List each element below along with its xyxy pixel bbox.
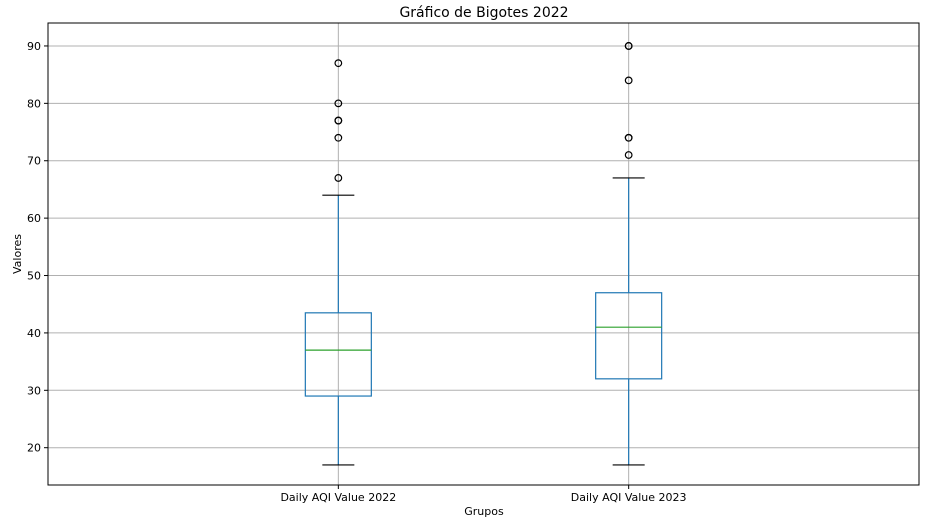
y-tick-label: 80	[27, 97, 41, 110]
y-tick-label: 30	[27, 384, 41, 397]
tick-layer: 20 30 40 50 60 70 80 90 Daily AQI Value 2022 Dail…	[27, 40, 687, 504]
outlier-point	[334, 133, 343, 142]
outlier-point	[624, 76, 633, 85]
y-tick-label: 40	[27, 327, 41, 340]
x-tick-label: Daily AQI Value 2022	[280, 491, 396, 504]
chart-title: Gráfico de Bigotes 2022	[399, 5, 568, 21]
outlier-point	[624, 151, 633, 159]
box-group	[304, 59, 372, 466]
box-layer	[304, 42, 663, 466]
outlier-point	[334, 174, 343, 182]
iqr-box	[595, 292, 663, 380]
x-tick-label: Daily AQI Value 2023	[571, 491, 687, 504]
outlier-point	[334, 99, 343, 108]
y-tick-label: 70	[27, 155, 41, 168]
x-axis-label: Grupos	[464, 505, 504, 518]
outlier-point	[334, 116, 343, 125]
plot-frame	[47, 22, 920, 486]
box-group	[595, 42, 663, 466]
outlier-point	[624, 133, 633, 142]
y-tick-label: 90	[27, 40, 41, 53]
outlier-point	[624, 42, 633, 50]
iqr-box	[304, 312, 372, 397]
y-tick-label: 20	[27, 442, 41, 455]
outlier-point	[334, 59, 343, 68]
y-axis-label: Valores	[11, 234, 24, 274]
grid-layer	[48, 23, 919, 485]
y-tick-label: 50	[27, 270, 41, 283]
y-tick-label: 60	[27, 212, 41, 225]
